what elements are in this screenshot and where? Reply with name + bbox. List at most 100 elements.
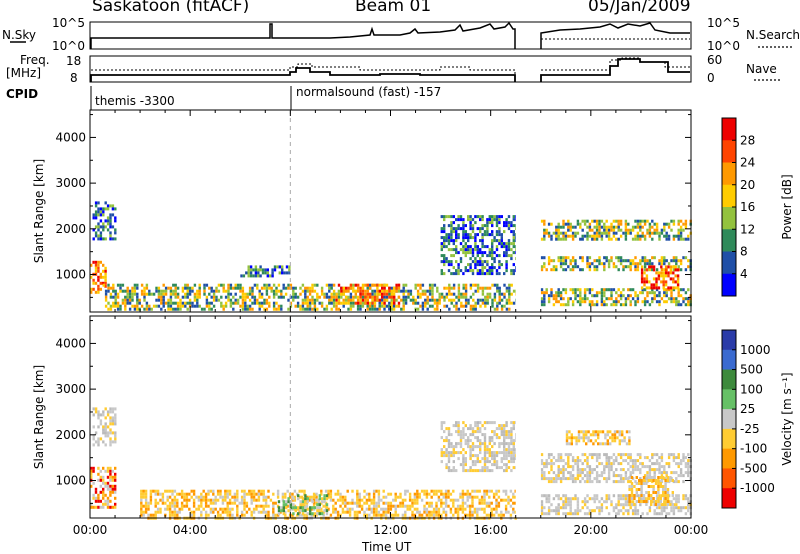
echo-cell [318, 494, 321, 498]
echo-cell [642, 482, 646, 485]
echo-cell [657, 271, 661, 275]
echo-cell [552, 480, 556, 484]
echo-cell [547, 497, 551, 501]
echo-cell [660, 474, 664, 478]
echo-cell [455, 260, 458, 264]
echo-cell [365, 501, 369, 505]
echo-cell [221, 510, 225, 514]
echo-cell [583, 459, 587, 463]
echo-cell [406, 507, 409, 511]
echo-cell [600, 219, 604, 223]
echo-cell [595, 453, 599, 457]
echo-cell [474, 236, 477, 240]
echo-cell [593, 225, 596, 229]
echo-cell [459, 215, 463, 219]
echo-cell [467, 263, 470, 267]
echo-cell [684, 303, 688, 307]
echo-cell [188, 292, 192, 296]
echo-cell [244, 295, 247, 299]
echo-cell [169, 298, 173, 302]
echo-cell [562, 494, 565, 498]
echo-cell [568, 430, 571, 434]
echo-cell [437, 489, 441, 493]
echo-cell [437, 495, 441, 499]
echo-cell [599, 430, 602, 434]
echo-cell [636, 262, 640, 266]
echo-cell [457, 227, 460, 231]
echo-cell [664, 479, 667, 482]
echo-cell [268, 295, 271, 299]
echo-cell [371, 298, 374, 302]
echo-cell [420, 513, 424, 517]
echo-cell [581, 453, 584, 457]
echo-cell [595, 477, 599, 481]
echo-cell [342, 304, 345, 308]
echo-cell [559, 237, 563, 241]
echo-cell [464, 283, 468, 287]
echo-cell [352, 304, 355, 308]
echo-cell [471, 489, 474, 493]
echo-cell [510, 292, 513, 296]
echo-cell [552, 259, 556, 263]
echo-cell [294, 286, 297, 290]
echo-cell [196, 298, 199, 302]
echo-cell [388, 304, 391, 308]
echo-cell [297, 512, 300, 516]
echo-cell [401, 513, 405, 517]
echo-cell [559, 506, 563, 510]
echo-cell [233, 492, 237, 496]
echo-cell [334, 510, 337, 514]
echo-cell [316, 512, 319, 516]
echo-cell [486, 448, 489, 452]
echo-cell [452, 272, 455, 276]
echo-cell [581, 259, 584, 263]
echo-cell [445, 292, 449, 296]
echo-cell [504, 510, 508, 514]
echo-cell [604, 436, 607, 440]
echo-cell [622, 268, 625, 272]
echo-cell [601, 430, 605, 434]
echo-cell [228, 510, 232, 514]
echo-cell [299, 506, 302, 510]
echo-cell [124, 289, 127, 293]
echo-cell [455, 269, 458, 273]
echo-cell [500, 292, 504, 296]
echo-cell [102, 440, 105, 444]
echo-cell [468, 504, 472, 508]
echo-cell [205, 301, 209, 305]
echo-cell [428, 513, 431, 517]
echo-cell [248, 307, 252, 311]
echo-cell [455, 245, 458, 249]
echo-cell [615, 503, 618, 507]
echo-cell [658, 303, 661, 307]
echo-cell [469, 451, 472, 455]
echo-cell [469, 218, 472, 222]
echo-cell [449, 510, 453, 514]
echo-cell [658, 237, 661, 241]
echo-cell [92, 434, 95, 438]
echo-cell [483, 230, 487, 234]
echo-cell [557, 468, 560, 472]
echo-cell [462, 295, 465, 299]
echo-cell [476, 430, 479, 434]
echo-cell [672, 288, 676, 292]
echo-cell [597, 430, 600, 434]
echo-cell [116, 304, 120, 308]
echo-cell [356, 498, 359, 502]
echo-cell [648, 303, 652, 307]
echo-cell [432, 513, 436, 517]
echo-cell [483, 495, 486, 499]
echo-cell [272, 504, 275, 508]
echo-cell [467, 301, 470, 305]
echo-cell [631, 465, 635, 469]
echo-cell [664, 265, 668, 269]
echo-cell [687, 500, 690, 504]
echo-cell [288, 271, 291, 275]
echo-cell [336, 492, 340, 496]
echo-cell [507, 495, 510, 499]
echo-cell [462, 304, 465, 308]
echo-cell [455, 451, 458, 455]
echo-cell [383, 307, 386, 311]
echo-cell [157, 304, 161, 308]
echo-cell [462, 251, 465, 255]
